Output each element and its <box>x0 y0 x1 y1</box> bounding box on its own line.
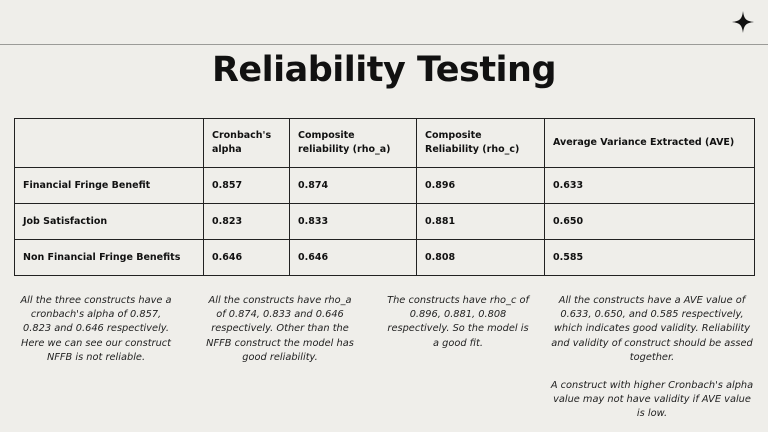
header-ave: Average Variance Extracted (AVE) <box>544 118 755 168</box>
row-label: Financial Fringe Benefit <box>14 167 204 204</box>
table-header-row: Cronbach's alpha Composite reliability (… <box>14 118 755 168</box>
header-rho-c: Composite Reliability (rho_c) <box>416 118 545 168</box>
note-cronbach-alpha: All the three constructs have a cronbach… <box>20 294 172 365</box>
header-cronbach-alpha: Cronbach's alpha <box>203 118 290 168</box>
row-label: Non Financial Fringe Benefits <box>14 239 204 276</box>
cell-cronbach-alpha: 0.646 <box>203 239 290 276</box>
table-row: Financial Fringe Benefit 0.857 0.874 0.8… <box>14 167 755 204</box>
cell-ave: 0.650 <box>544 203 755 240</box>
note-text: All the constructs have rho_a of 0.874, … <box>206 295 354 363</box>
cell-ave: 0.585 <box>544 239 755 276</box>
sparkle-icon <box>732 11 754 33</box>
cell-cronbach-alpha: 0.823 <box>203 203 290 240</box>
note-text: All the constructs have a AVE value of 0… <box>551 295 753 363</box>
page-title: Reliability Testing <box>211 50 557 90</box>
note-text: The constructs have rho_c of 0.896, 0.88… <box>387 295 529 349</box>
row-label: Job Satisfaction <box>14 203 204 240</box>
cell-rho-a: 0.874 <box>289 167 417 204</box>
cell-rho-a: 0.833 <box>289 203 417 240</box>
cell-ave: 0.633 <box>544 167 755 204</box>
cell-rho-c: 0.881 <box>416 203 545 240</box>
table-row: Non Financial Fringe Benefits 0.646 0.64… <box>14 239 755 276</box>
reliability-table: Cronbach's alpha Composite reliability (… <box>14 118 755 276</box>
table-row: Job Satisfaction 0.823 0.833 0.881 0.650 <box>14 203 755 240</box>
note-rho-a: All the constructs have rho_a of 0.874, … <box>204 294 356 365</box>
note-ave: All the constructs have a AVE value of 0… <box>550 294 754 422</box>
header-rho-a: Composite reliability (rho_a) <box>289 118 417 168</box>
header-empty <box>14 118 204 168</box>
header-divider <box>0 44 768 45</box>
cell-rho-c: 0.808 <box>416 239 545 276</box>
cell-rho-a: 0.646 <box>289 239 417 276</box>
note-rho-c: The constructs have rho_c of 0.896, 0.88… <box>384 294 532 351</box>
note-text: A construct with higher Cronbach's alpha… <box>550 380 754 420</box>
cell-cronbach-alpha: 0.857 <box>203 167 290 204</box>
cell-rho-c: 0.896 <box>416 167 545 204</box>
note-text: All the three constructs have a cronbach… <box>20 295 172 363</box>
